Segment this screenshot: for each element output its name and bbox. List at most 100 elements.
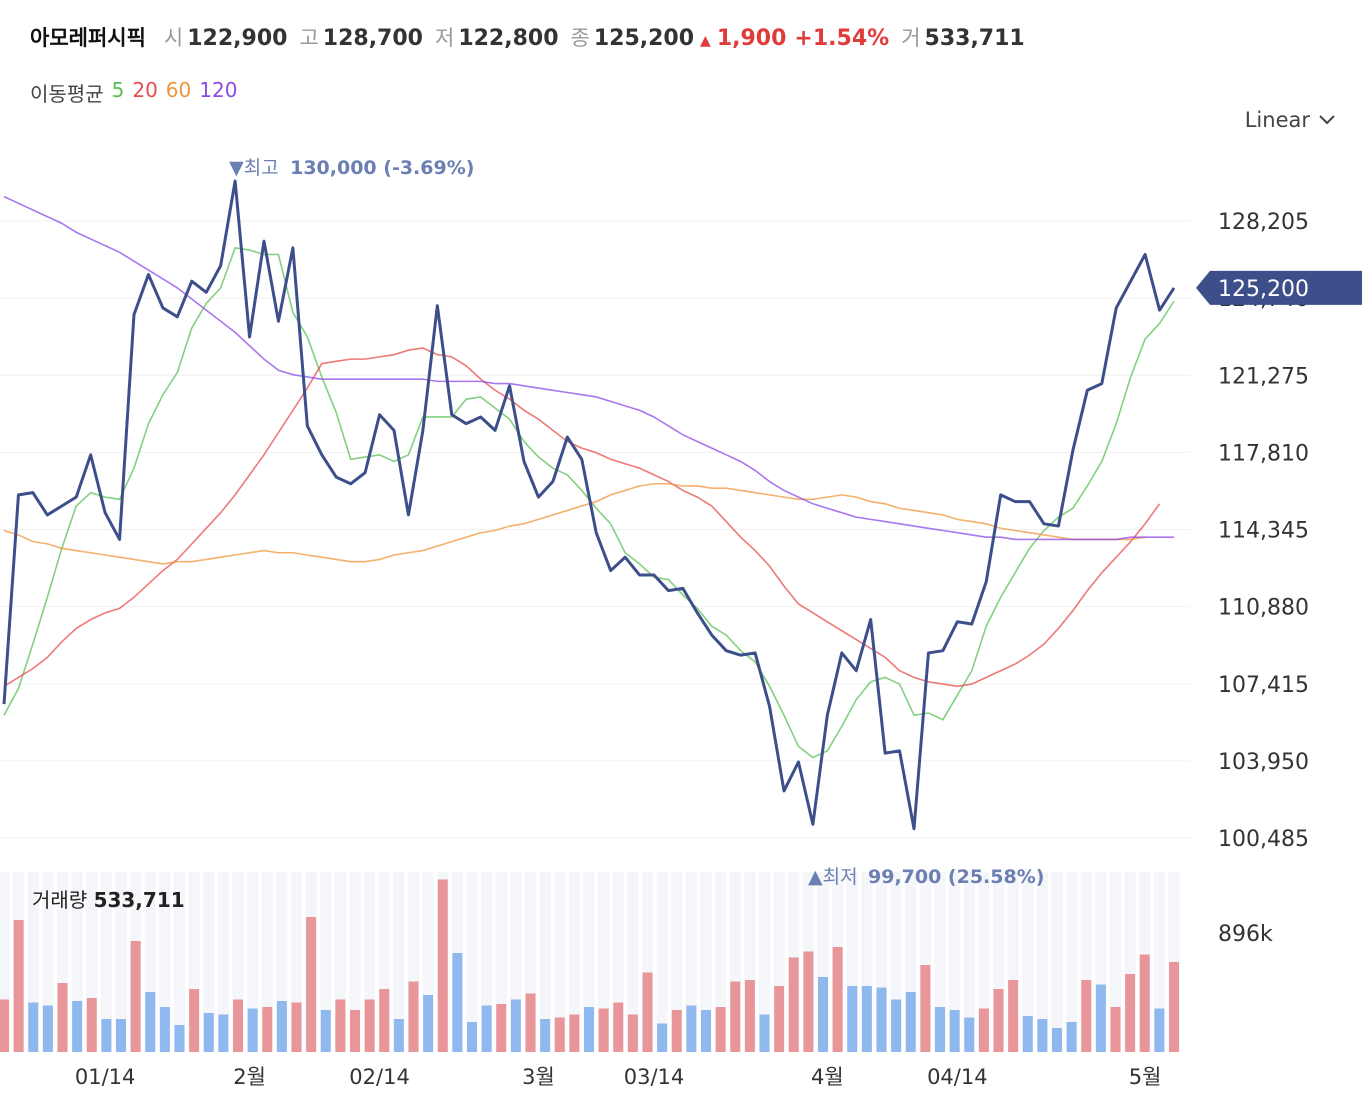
volume-bar xyxy=(101,1019,112,1052)
volume-bar xyxy=(1066,1022,1077,1052)
volume-bar xyxy=(1037,1019,1048,1052)
volume-bar xyxy=(1008,980,1019,1052)
volume-stripe xyxy=(963,872,975,1052)
volume-stripe xyxy=(1153,872,1165,1052)
volume-bar xyxy=(276,1001,287,1052)
volume-label: 거 xyxy=(901,26,921,50)
volume-stripe xyxy=(934,872,946,1052)
volume-stripe xyxy=(1007,872,1019,1052)
volume-bar xyxy=(57,983,68,1052)
volume-stripe xyxy=(334,872,346,1052)
volume-stripe xyxy=(57,872,68,1052)
volume-stripe xyxy=(568,872,580,1052)
scale-selector[interactable]: Linear xyxy=(1245,108,1336,132)
volume-stripe xyxy=(846,872,858,1052)
volume-bar xyxy=(1095,984,1106,1052)
volume-stripe xyxy=(993,872,1004,1052)
volume-bar xyxy=(788,957,799,1052)
volume-stripe xyxy=(598,872,610,1052)
volume-stripe xyxy=(525,872,536,1052)
volume-stripe xyxy=(0,872,10,1052)
volume-bar xyxy=(1081,980,1092,1052)
moving-average-label: 이동평균 xyxy=(30,82,104,106)
volume-stripe xyxy=(144,872,156,1052)
volume-stripe xyxy=(671,872,683,1052)
volume-bar xyxy=(525,993,536,1052)
volume-stripe xyxy=(422,872,434,1052)
price-axis-tick: 103,950 xyxy=(1218,750,1309,775)
close-price: 125,200 xyxy=(593,26,695,51)
volume-bar xyxy=(715,1007,726,1052)
volume-bar xyxy=(291,1002,302,1052)
volume-bar xyxy=(978,1008,989,1052)
volume-bar xyxy=(130,941,141,1052)
volume-bar xyxy=(1022,1016,1033,1052)
volume-bar xyxy=(467,1022,477,1052)
moving-average-period-5: 5 xyxy=(111,78,125,102)
volume-panel-title: 거래량 xyxy=(32,888,88,912)
volume-bar xyxy=(393,1019,404,1052)
moving-average-period-120: 120 xyxy=(199,78,238,102)
volume-bar xyxy=(671,1010,682,1052)
volume-bar xyxy=(159,1007,170,1052)
x-axis-tick: 2월 xyxy=(233,1065,266,1089)
volume-stripe xyxy=(1080,872,1092,1052)
volume-bar xyxy=(891,999,902,1052)
volume-stripe xyxy=(627,872,639,1052)
volume-stripe xyxy=(1051,872,1063,1052)
volume-bar xyxy=(540,1019,551,1052)
current-price-label: 125,200 xyxy=(1218,277,1309,302)
open-price: 122,900 xyxy=(187,26,288,51)
volume-bar xyxy=(569,1014,580,1052)
volume-bar xyxy=(72,1001,83,1052)
volume-stripe xyxy=(905,872,917,1052)
volume-stripe xyxy=(217,872,229,1052)
volume-stripe xyxy=(86,872,98,1052)
volume-stripe xyxy=(1036,872,1048,1052)
low-price-annotation-value: 99,700 (25.58%) xyxy=(868,866,1044,888)
volume-bar xyxy=(1110,1007,1121,1052)
high-label: 고 xyxy=(299,26,319,50)
volume-bar xyxy=(627,1014,638,1052)
volume-bar xyxy=(423,995,434,1052)
x-axis-tick: 4월 xyxy=(811,1065,844,1089)
volume-stripe xyxy=(100,872,112,1052)
volume-stripe xyxy=(876,872,887,1052)
volume-bar xyxy=(861,986,872,1052)
low-price-annotation-label: ▲최저 xyxy=(808,866,858,888)
x-axis-tick: 3월 xyxy=(522,1065,555,1089)
volume-stripe xyxy=(759,872,770,1052)
close-label: 종 xyxy=(570,26,590,50)
open-label: 시 xyxy=(163,26,184,50)
volume-stripe xyxy=(890,872,902,1052)
volume-bar xyxy=(1169,962,1179,1052)
price-axis-tick: 128,205 xyxy=(1218,210,1309,235)
volume-bar xyxy=(42,1005,53,1052)
volume-bar xyxy=(233,999,243,1052)
volume-bar xyxy=(905,992,916,1052)
volume-panel-label: 거래량 533,711 xyxy=(32,884,185,913)
volume-bar xyxy=(0,999,9,1052)
volume-stripe xyxy=(481,872,493,1052)
volume-bar xyxy=(598,1008,609,1052)
volume-stripe xyxy=(276,872,288,1052)
volume-bar xyxy=(350,1010,360,1052)
volume-bar xyxy=(613,1002,624,1052)
moving-average-legend: 이동평균 5 20 60 120 xyxy=(30,78,237,107)
volume-bar xyxy=(335,999,346,1052)
volume-bar xyxy=(496,1004,507,1052)
volume-stripe xyxy=(978,872,990,1052)
volume-bar xyxy=(481,1005,492,1052)
low-price: 122,800 xyxy=(458,26,559,51)
volume-bar xyxy=(1139,954,1150,1052)
volume-stripe xyxy=(729,872,741,1052)
price-change-percent: +1.54% xyxy=(794,26,890,51)
price-summary-header: 아모레퍼시픽 시 122,900 고 128,700 저 122,800 종 1… xyxy=(30,22,1037,58)
volume-stripe xyxy=(27,872,39,1052)
volume-bar xyxy=(13,920,24,1052)
high-price-annotation-label: ▼최고 xyxy=(229,157,279,179)
x-axis-tick: 04/14 xyxy=(927,1065,988,1089)
volume-bar xyxy=(452,953,463,1052)
volume-bar xyxy=(920,965,931,1052)
